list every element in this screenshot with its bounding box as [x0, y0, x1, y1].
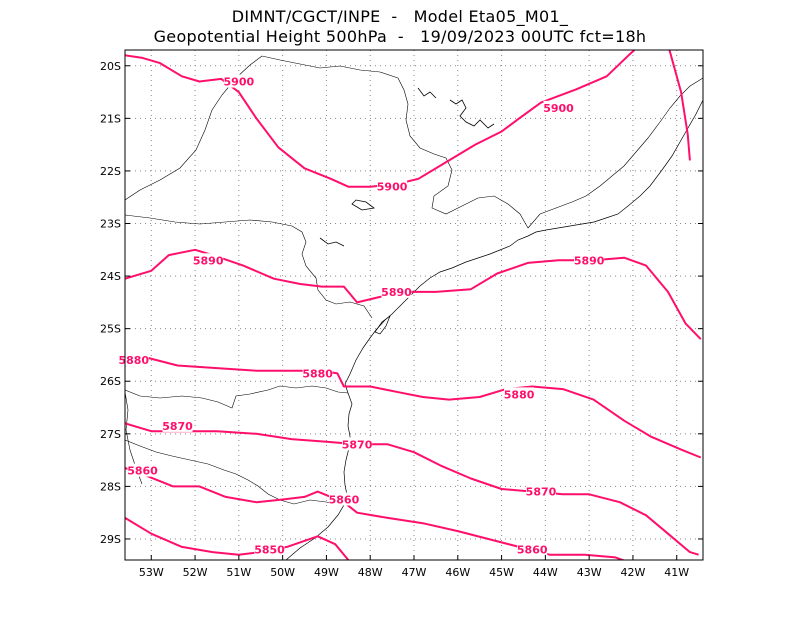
x-tick-label: 48W [358, 566, 383, 579]
x-tick-label: 42W [621, 566, 646, 579]
contour-line-5870 [125, 422, 699, 556]
x-tick-label: 43W [577, 566, 602, 579]
y-axis-ticks: 20S 21S 22S 23S 24S 25S 26S 27S 28S 29S [100, 60, 703, 546]
y-tick-label: 26S [100, 375, 121, 388]
y-tick-label: 20S [100, 60, 121, 73]
contour-label-5860: 5860 [127, 465, 158, 478]
contour-label-bg [118, 353, 149, 367]
contour-label-bg [525, 484, 556, 498]
grid-lines [125, 50, 703, 560]
contour-label-bg [517, 542, 548, 556]
contour-line-5850 [125, 517, 350, 560]
contour-label-bg [254, 542, 285, 556]
contour-label-5890: 5890 [193, 254, 224, 267]
contour-label-5900: 5900 [543, 102, 574, 115]
contour-label-5900: 5900 [224, 76, 255, 89]
contour-label-5870: 5870 [162, 420, 193, 433]
contour-label-5860: 5860 [329, 494, 360, 507]
contour-line-5900 [668, 50, 691, 161]
contour-label-5900: 5900 [377, 181, 408, 194]
y-tick-label: 25S [100, 323, 121, 336]
contour-line-5900 [125, 50, 636, 188]
x-axis-ticks: 53W 52W 51W 50W 49W 48W 47W 46W 45W 44W 43W 42W 41W [139, 555, 689, 579]
state-border-ms-pr [124, 55, 263, 201]
chart-title-line-2: Geopotential Height 500hPa - 19/09/2023 … [153, 27, 647, 46]
y-tick-label: 22S [100, 165, 121, 178]
contour-label-5880: 5880 [302, 367, 333, 380]
contour-label-5890: 5890 [381, 286, 412, 299]
y-tick-label: 23S [100, 218, 121, 231]
state-border-sc-rs [124, 439, 345, 506]
x-tick-label: 46W [445, 566, 470, 579]
reservoir [449, 99, 495, 129]
bay-outline [374, 314, 391, 335]
contour-label-bg [193, 253, 224, 267]
y-tick-label: 21S [100, 112, 121, 125]
x-tick-label: 49W [314, 566, 339, 579]
contour-label-bg [381, 284, 412, 298]
contour-label-5890: 5890 [574, 254, 605, 267]
reservoir [417, 87, 437, 99]
contour-line-5880 [125, 356, 702, 459]
x-tick-label: 41W [664, 566, 689, 579]
contour-labels: 5900 5900 5900 5890 5890 5890 5880 5880 5880 5870… [118, 74, 605, 556]
contour-label-bg [162, 418, 193, 432]
reservoir [351, 199, 375, 211]
x-tick-label: 44W [533, 566, 558, 579]
contour-label-5880: 5880 [504, 388, 535, 401]
x-tick-label: 51W [226, 566, 251, 579]
state-border-pr-sc [124, 385, 349, 409]
y-tick-label: 29S [100, 533, 121, 546]
x-tick-label: 50W [270, 566, 295, 579]
height-contours [125, 50, 702, 560]
x-tick-label: 53W [139, 566, 164, 579]
contour-label-5850: 5850 [254, 543, 285, 556]
reservoir [319, 237, 345, 247]
contour-label-bg [127, 463, 158, 477]
y-tick-label: 27S [100, 428, 121, 441]
contour-label-5860: 5860 [517, 543, 548, 556]
state-border-sp-mg [261, 55, 529, 229]
contour-label-bg [377, 179, 408, 193]
contour-label-bg [574, 253, 605, 267]
x-tick-label: 52W [183, 566, 208, 579]
contour-label-5880: 5880 [118, 354, 149, 367]
state-border-mg-es [527, 77, 704, 229]
x-tick-label: 45W [489, 566, 514, 579]
contour-label-bg [302, 366, 333, 380]
coastline [285, 99, 704, 561]
contour-label-bg [342, 437, 373, 451]
contour-label-5870: 5870 [526, 486, 557, 499]
coastline-and-borders [124, 55, 704, 561]
contour-label-5870: 5870 [342, 438, 373, 451]
y-tick-label: 28S [100, 480, 121, 493]
contour-label-bg [504, 387, 535, 401]
x-tick-label: 47W [402, 566, 427, 579]
contour-label-bg [223, 74, 254, 88]
contour-label-bg [543, 100, 574, 114]
chart-title-line-1: DIMNT/CGCT/INPE - Model Eta05_M01_ [231, 7, 569, 26]
y-tick-label: 24S [100, 270, 121, 283]
state-border-sp-pr [124, 214, 373, 319]
contour-label-bg [328, 492, 359, 506]
